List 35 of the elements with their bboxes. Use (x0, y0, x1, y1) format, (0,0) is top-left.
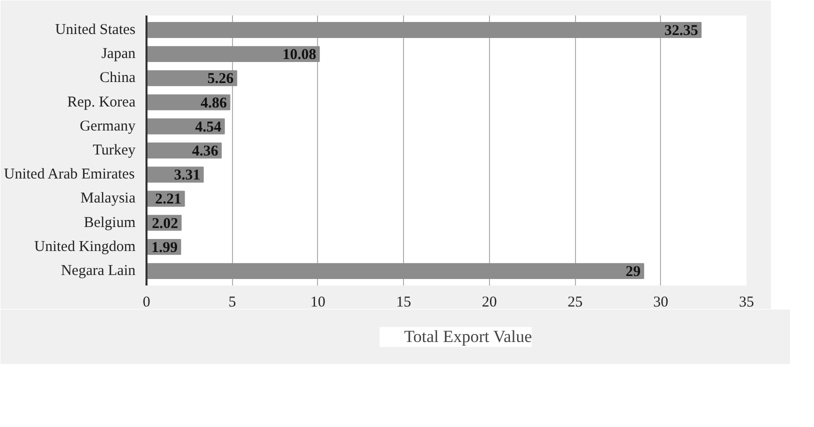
data-label: 29 (626, 264, 641, 280)
data-label: 2.21 (155, 192, 182, 208)
text: Total Export Value (404, 326, 532, 346)
y-tick-label: Negara Lain (60, 263, 136, 280)
data-label: 32.35 (664, 22, 698, 39)
bar (146, 263, 644, 280)
x-tick-label: 15 (396, 294, 412, 310)
x-tick-label: 30 (653, 294, 668, 310)
y-tick-label: Turkey (92, 142, 136, 158)
y-tick-label: Rep. Korea (67, 94, 136, 110)
y-tick-label: China (100, 70, 136, 86)
x-tick-label: 0 (142, 294, 150, 310)
data-label: 1.99 (151, 240, 178, 256)
data-label: 3.31 (174, 168, 200, 184)
y-tick-label: United States (55, 22, 136, 38)
y-tick-label: United Arab Emirates (4, 166, 135, 183)
y-tick-label: Japan (101, 46, 136, 62)
data-label: 2.02 (152, 216, 178, 232)
y-tick-label: United Kingdom (34, 238, 136, 255)
data-label: 10.08 (282, 47, 316, 64)
bar (146, 22, 702, 38)
y-tick-label: Germany (80, 118, 136, 134)
x-tick-label: 10 (310, 294, 326, 310)
data-label: 4.54 (195, 119, 222, 136)
data-label: 5.26 (207, 71, 234, 88)
data-label: 4.86 (200, 95, 228, 112)
x-tick-label: 35 (739, 294, 754, 310)
data-label: 4.36 (192, 144, 219, 160)
bar (146, 46, 320, 62)
x-tick-label: 20 (482, 294, 497, 310)
bar (146, 70, 238, 86)
x-tick-label: 25 (568, 294, 583, 310)
x-tick-label: 5 (228, 294, 236, 310)
y-tick-label: Malaysia (80, 190, 136, 207)
y-tick-label: Belgium (84, 214, 136, 231)
